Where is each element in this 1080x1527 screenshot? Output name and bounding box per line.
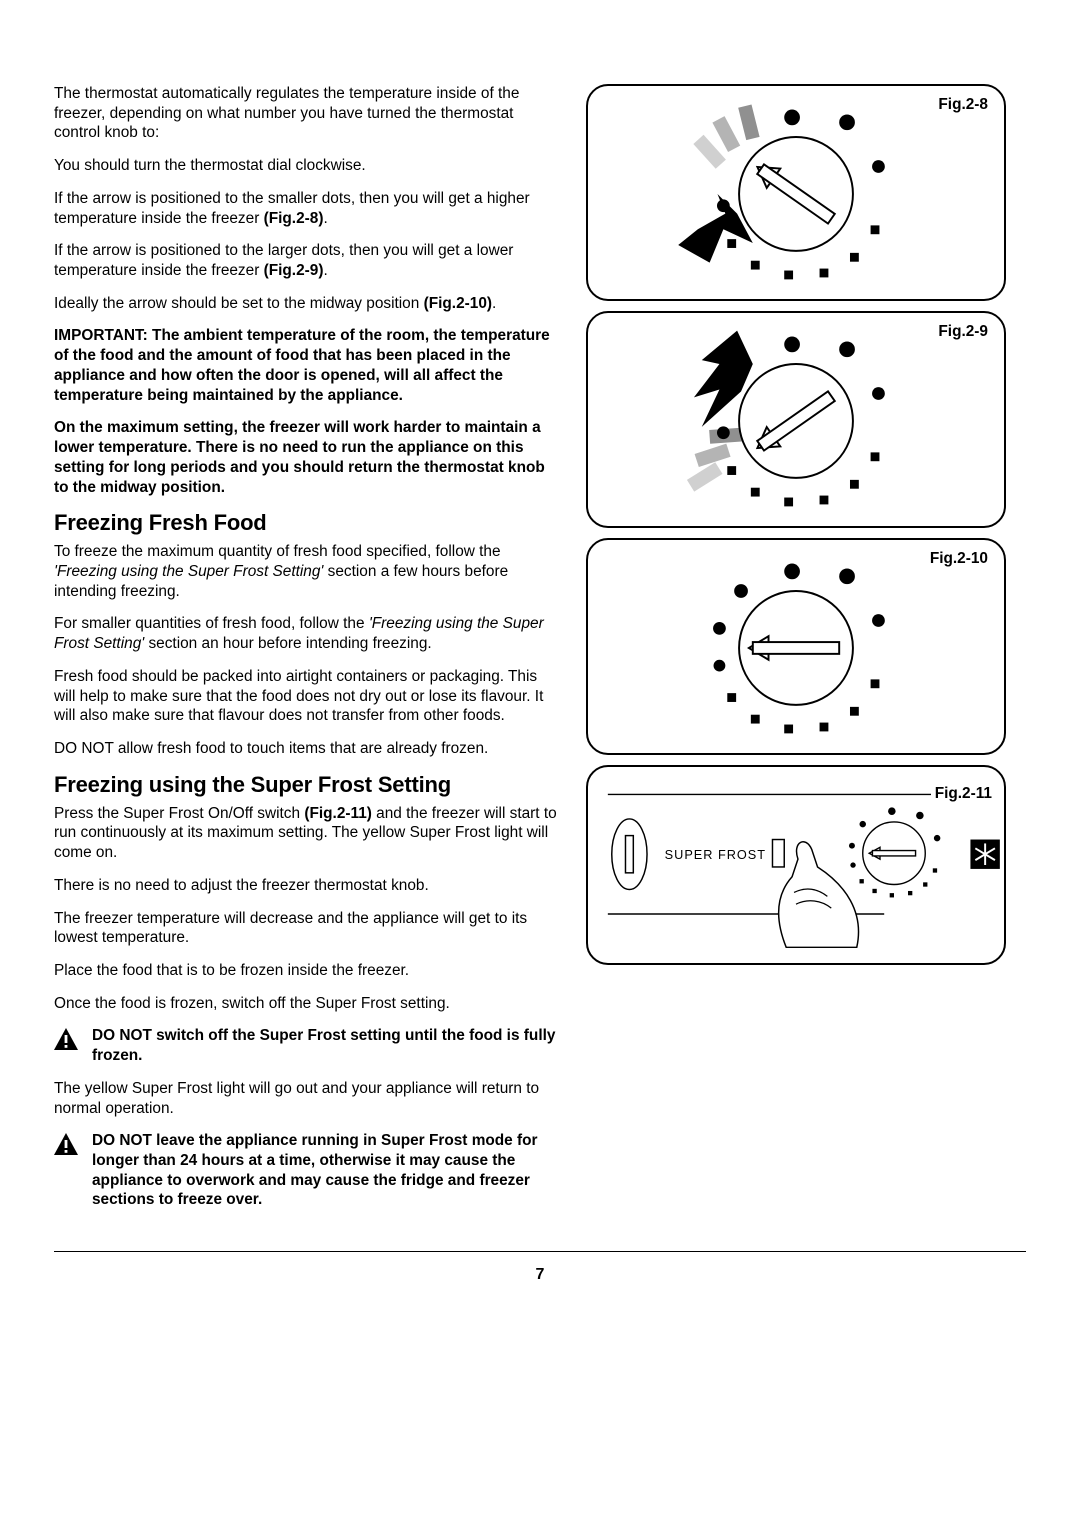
figure-2-10: Fig.2-10 <box>586 538 1006 755</box>
paragraph: Place the food that is to be frozen insi… <box>54 961 562 981</box>
text-column: The thermostat automatically regulates t… <box>54 84 562 1223</box>
paragraph: To freeze the maximum quantity of fresh … <box>54 542 562 601</box>
paragraph: There is no need to adjust the freezer t… <box>54 876 562 896</box>
paragraph: The yellow Super Frost light will go out… <box>54 1079 562 1118</box>
paragraph: Press the Super Frost On/Off switch (Fig… <box>54 804 562 863</box>
figure-2-11: Fig.2-11 SUPER FROST <box>586 765 1006 965</box>
paragraph: DO NOT allow fresh food to touch items t… <box>54 739 562 759</box>
section-heading-freezing-fresh: Freezing Fresh Food <box>54 510 562 536</box>
paragraph: Once the food is frozen, switch off the … <box>54 994 562 1014</box>
footer-rule <box>54 1251 1026 1252</box>
dial-diagram-icon <box>588 313 1004 526</box>
dial-diagram-icon <box>588 86 1004 299</box>
warning-icon <box>54 1131 80 1210</box>
warning-block: DO NOT leave the appliance running in Su… <box>54 1131 562 1210</box>
figure-2-9: Fig.2-9 <box>586 311 1006 528</box>
two-column-layout: The thermostat automatically regulates t… <box>54 84 1026 1223</box>
paragraph: Ideally the arrow should be set to the m… <box>54 294 562 314</box>
important-note: IMPORTANT: The ambient temperature of th… <box>54 326 562 405</box>
max-setting-note: On the maximum setting, the freezer will… <box>54 418 562 497</box>
figure-label: Fig.2-10 <box>930 550 988 568</box>
paragraph: The thermostat automatically regulates t… <box>54 84 562 143</box>
super-frost-text: SUPER FROST <box>665 847 766 862</box>
warning-text: DO NOT switch off the Super Frost settin… <box>92 1026 562 1065</box>
manual-page: The thermostat automatically regulates t… <box>0 0 1080 1324</box>
figure-2-8: Fig.2-8 <box>586 84 1006 301</box>
paragraph: The freezer temperature will decrease an… <box>54 909 562 948</box>
figure-label: Fig.2-8 <box>938 96 988 114</box>
paragraph: Fresh food should be packed into airtigh… <box>54 667 562 726</box>
paragraph: For smaller quantities of fresh food, fo… <box>54 614 562 653</box>
warning-icon <box>54 1026 80 1065</box>
warning-block: DO NOT switch off the Super Frost settin… <box>54 1026 562 1065</box>
dial-diagram-icon <box>588 540 1004 753</box>
warning-text: DO NOT leave the appliance running in Su… <box>92 1131 562 1210</box>
section-heading-super-frost: Freezing using the Super Frost Setting <box>54 772 562 798</box>
paragraph: If the arrow is positioned to the smalle… <box>54 189 562 228</box>
page-number: 7 <box>54 1266 1026 1284</box>
paragraph: You should turn the thermostat dial cloc… <box>54 156 562 176</box>
paragraph: If the arrow is positioned to the larger… <box>54 241 562 280</box>
figure-column: Fig.2-8 <box>586 84 1006 1223</box>
figure-label: Fig.2-11 <box>931 785 996 803</box>
figure-label: Fig.2-9 <box>938 323 988 341</box>
